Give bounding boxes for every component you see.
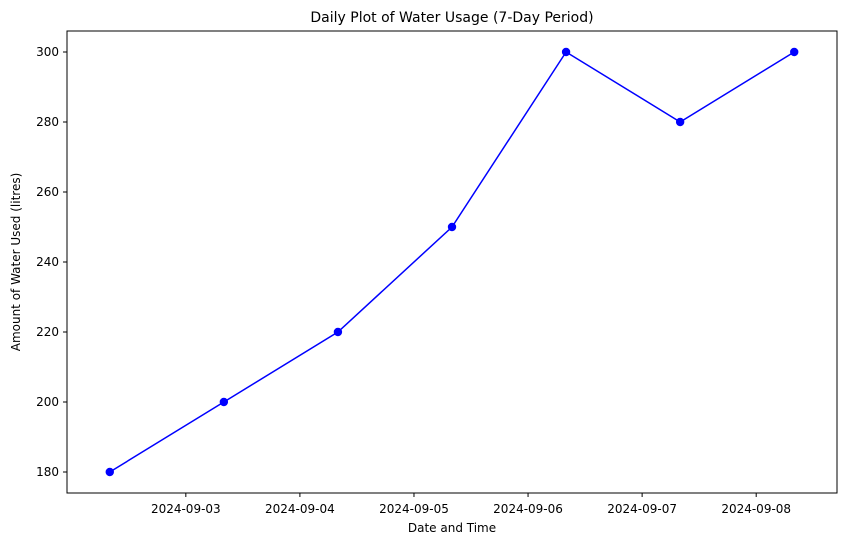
y-axis-label: Amount of Water Used (litres) bbox=[9, 173, 23, 352]
series-layer bbox=[105, 47, 799, 477]
data-point bbox=[105, 467, 114, 477]
data-point bbox=[219, 397, 229, 407]
x-axis: 2024-09-03 2024-09-04 2024-09-05 2024-09-06… bbox=[151, 493, 791, 516]
y-tick-label: 260 bbox=[36, 185, 59, 199]
data-point bbox=[790, 47, 799, 57]
x-tick-label: 2024-09-08 bbox=[721, 502, 791, 516]
y-tick-label: 220 bbox=[36, 325, 59, 339]
chart-title: Daily Plot of Water Usage (7-Day Period) bbox=[310, 10, 593, 26]
data-point bbox=[333, 327, 343, 337]
y-tick-label: 240 bbox=[36, 255, 59, 269]
y-tick-label: 280 bbox=[36, 115, 59, 129]
x-tick-label: 2024-09-03 bbox=[151, 502, 221, 516]
data-point bbox=[675, 117, 685, 127]
x-tick-label: 2024-09-07 bbox=[607, 502, 677, 516]
y-tick-label: 300 bbox=[36, 45, 59, 59]
series-line bbox=[109, 50, 795, 473]
plot-area bbox=[66, 30, 838, 494]
x-tick-label: 2024-09-04 bbox=[265, 502, 335, 516]
y-tick-label: 180 bbox=[36, 465, 59, 479]
x-tick-label: 2024-09-05 bbox=[379, 502, 449, 516]
x-tick-label: 2024-09-06 bbox=[493, 502, 563, 516]
x-axis-label: Date and Time bbox=[408, 521, 496, 535]
data-point bbox=[561, 47, 571, 57]
y-tick-label: 200 bbox=[36, 395, 59, 409]
y-axis: 180 200 220 240 260 280 300 bbox=[36, 45, 67, 479]
data-point bbox=[447, 222, 457, 232]
